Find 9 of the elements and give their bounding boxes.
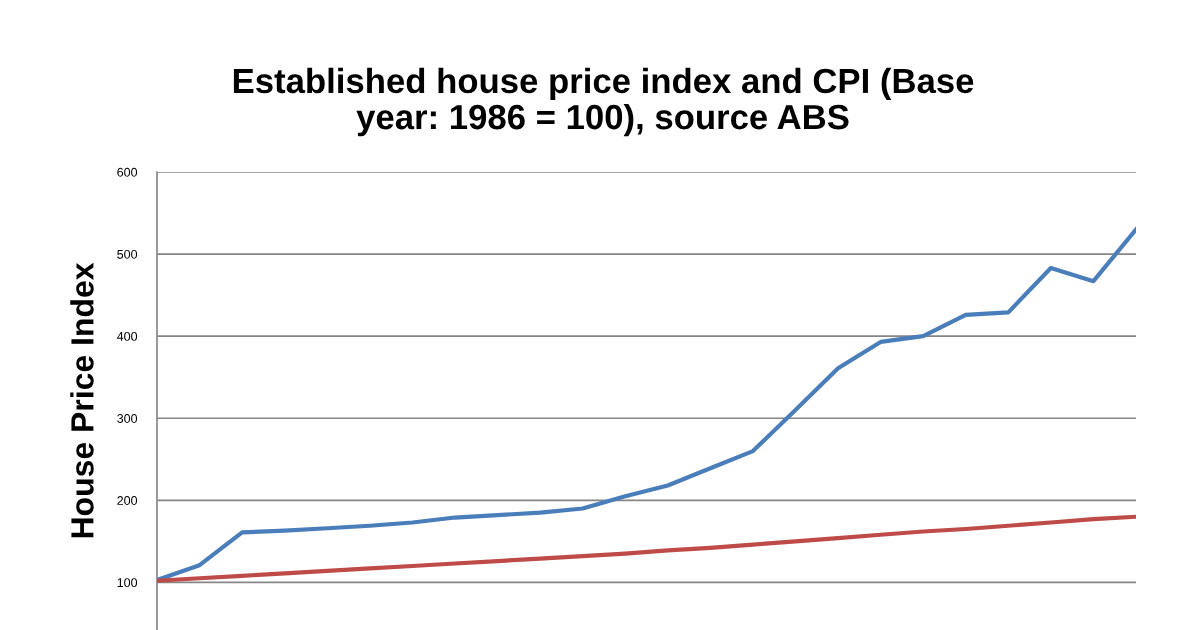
y-tick-label: 600 bbox=[117, 167, 138, 177]
y-tick-label: 300 bbox=[117, 414, 138, 423]
y-tick-label: 200 bbox=[117, 496, 138, 505]
y-tick-label: 400 bbox=[116, 331, 138, 341]
line-series bbox=[157, 514, 1136, 583]
y-axis-title: House Price Index bbox=[70, 262, 94, 538]
y-tick-label: 100 bbox=[117, 578, 138, 588]
chart-title: Established house price index and CPI (Base year: 1986 = 100), source ABS bbox=[233, 67, 974, 137]
y-tick-label: 500 bbox=[117, 249, 138, 259]
